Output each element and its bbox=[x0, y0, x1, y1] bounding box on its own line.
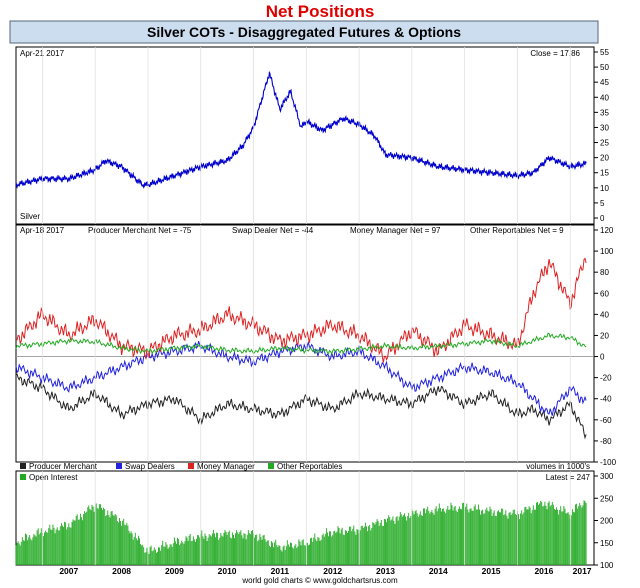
legend-swatch-producer bbox=[20, 463, 26, 469]
year-label: 2007 bbox=[59, 566, 78, 576]
oi-y-tick-label: 200 bbox=[600, 517, 614, 526]
legend-swatch-money bbox=[188, 463, 194, 469]
silver-y-tick-label: 25 bbox=[600, 139, 609, 148]
cot-y-tick-label: -100 bbox=[600, 458, 617, 467]
cot-panel bbox=[15, 224, 595, 463]
oi-latest-label: Latest = 247 bbox=[546, 473, 591, 482]
silver-y-tick-label: 5 bbox=[600, 199, 605, 208]
oi-plot bbox=[15, 500, 587, 565]
year-label: 2013 bbox=[376, 566, 395, 576]
cot-y-tick-label: 20 bbox=[600, 331, 609, 340]
silver-panel bbox=[15, 46, 595, 225]
oi-y-tick-label: 300 bbox=[600, 472, 614, 481]
axes: 2007 2008 2009 2010 2011 2012 2013 2014 2015 2016… bbox=[42, 47, 617, 576]
silver-y-tick-label: 20 bbox=[600, 154, 609, 163]
other-net-label: Other Reportables Net = 9 bbox=[470, 226, 564, 235]
year-label: 2015 bbox=[482, 566, 501, 576]
series-line-producer-merchant bbox=[15, 373, 587, 440]
silver-y-tick-label: 40 bbox=[600, 93, 609, 102]
legend-other: Other Reportables bbox=[277, 462, 342, 471]
cot-y-tick-label: 0 bbox=[600, 353, 605, 362]
year-label: 2008 bbox=[112, 566, 131, 576]
silver-y-tick-label: 45 bbox=[600, 78, 609, 87]
silver-close-label: Close = 17.86 bbox=[530, 49, 580, 58]
year-label: 2014 bbox=[429, 566, 448, 576]
legend-swatch-oi bbox=[20, 474, 26, 480]
cot-y-tick-label: -20 bbox=[600, 374, 612, 383]
oi-label: Open Interest bbox=[29, 473, 78, 482]
cot-y-tick-label: 80 bbox=[600, 268, 609, 277]
cot-y-tick-label: -40 bbox=[600, 395, 612, 404]
series-line-swap-dealers bbox=[15, 340, 587, 416]
cot-y-tick-label: -60 bbox=[600, 416, 612, 425]
year-label: 2010 bbox=[218, 566, 237, 576]
year-label: 2012 bbox=[323, 566, 342, 576]
swap-net-label: Swap Dealer Net = -44 bbox=[232, 226, 314, 235]
oi-y-tick-label: 150 bbox=[600, 539, 614, 548]
legend-producer: Producer Merchant bbox=[29, 462, 98, 471]
page-title: Net Positions bbox=[265, 2, 375, 21]
silver-series-label: Silver bbox=[20, 212, 40, 221]
silver-y-tick-label: 35 bbox=[600, 108, 609, 117]
money-net-label: Money Manager Net = 97 bbox=[350, 226, 441, 235]
cot-plot bbox=[15, 257, 594, 440]
producer-net-label: Producer Merchant Net = -75 bbox=[88, 226, 192, 235]
series-line-money-manager bbox=[15, 257, 587, 363]
year-label: 2009 bbox=[165, 566, 184, 576]
cot-y-tick-label: 40 bbox=[600, 310, 609, 319]
oi-y-tick-label: 100 bbox=[600, 561, 614, 570]
silver-y-tick-label: 0 bbox=[600, 214, 605, 223]
legend-swatch-swap bbox=[116, 463, 122, 469]
subtitle-bar bbox=[9, 20, 599, 44]
silver-y-tick-label: 10 bbox=[600, 184, 609, 193]
silver-y-tick-label: 50 bbox=[600, 63, 609, 72]
legend-money: Money Manager bbox=[197, 462, 255, 471]
year-label: 2017 bbox=[573, 566, 592, 576]
year-label: 2011 bbox=[271, 566, 290, 576]
year-label: 2016 bbox=[534, 566, 553, 576]
silver-y-tick-label: 55 bbox=[600, 48, 609, 57]
legend-swatch-other bbox=[268, 463, 274, 469]
cot-y-tick-label: 120 bbox=[600, 226, 614, 235]
footer-credit: world gold charts © www.goldchartsrus.co… bbox=[241, 576, 398, 585]
series-line-other-reportables bbox=[15, 332, 587, 355]
cot-y-tick-label: 60 bbox=[600, 289, 609, 298]
volume-note: volumes in 1000's bbox=[526, 462, 590, 471]
silver-plot bbox=[15, 70, 587, 189]
cot-y-tick-label: -80 bbox=[600, 437, 612, 446]
silver-y-tick-label: 15 bbox=[600, 169, 609, 178]
silver-y-tick-label: 30 bbox=[600, 123, 609, 132]
chart-subtitle: Silver COTs - Disaggregated Futures & Op… bbox=[147, 24, 461, 40]
silver-price-line bbox=[15, 70, 587, 189]
legend-swap: Swap Dealers bbox=[125, 462, 175, 471]
oi-y-tick-label: 250 bbox=[600, 494, 614, 503]
cot-y-tick-label: 100 bbox=[600, 247, 614, 256]
